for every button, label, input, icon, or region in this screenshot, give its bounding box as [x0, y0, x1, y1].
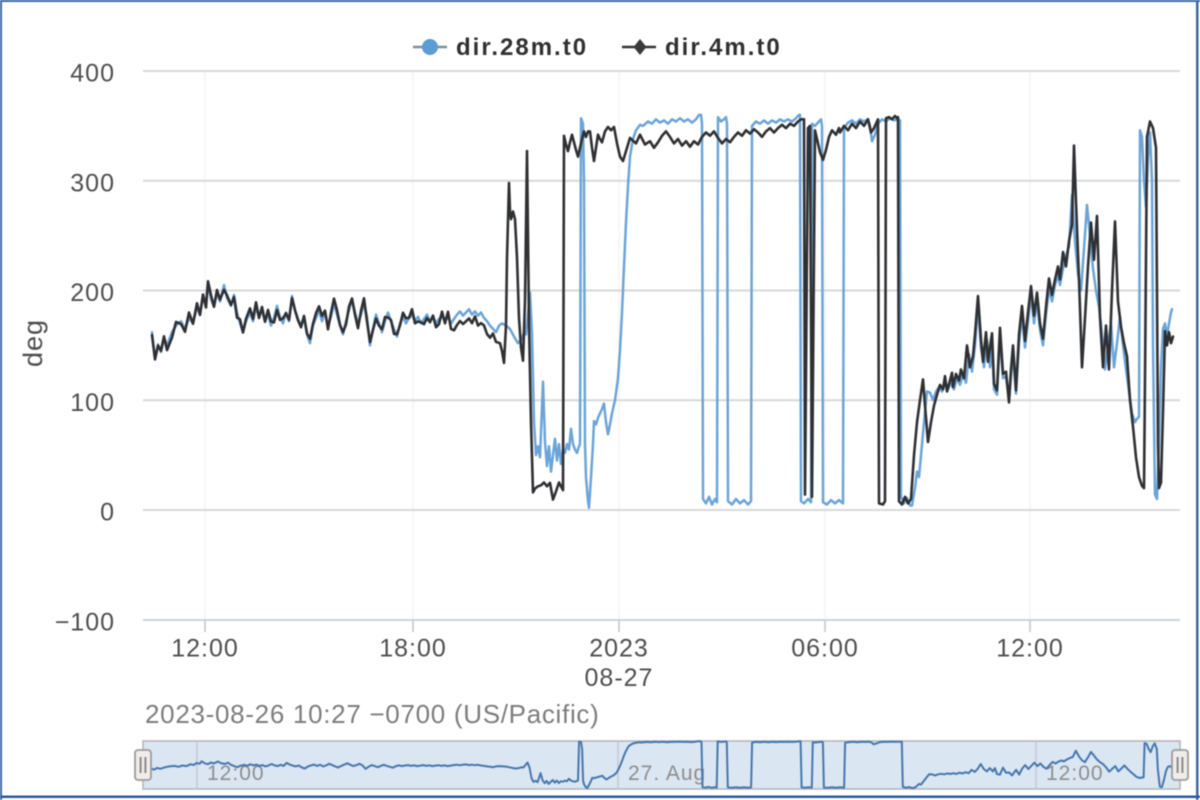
svg-text:dir.28m.t0: dir.28m.t0: [456, 34, 588, 61]
svg-text:12:00: 12:00: [207, 762, 265, 785]
svg-text:2023: 2023: [589, 635, 649, 663]
svg-text:300: 300: [70, 169, 115, 197]
svg-text:18:00: 18:00: [379, 635, 447, 663]
svg-text:2023-08-26 10:27 −0700 (US/Pac: 2023-08-26 10:27 −0700 (US/Pacific): [145, 699, 600, 729]
svg-text:12:00: 12:00: [996, 635, 1064, 663]
svg-text:100: 100: [70, 389, 115, 417]
svg-text:08-27: 08-27: [585, 664, 654, 692]
svg-text:dir.4m.t0: dir.4m.t0: [665, 34, 782, 61]
svg-text:−100: −100: [55, 608, 115, 636]
svg-text:400: 400: [70, 60, 115, 88]
svg-text:06:00: 06:00: [791, 635, 859, 663]
svg-text:12:00: 12:00: [171, 635, 239, 663]
svg-text:12:00: 12:00: [1046, 762, 1104, 785]
svg-text:27. Aug: 27. Aug: [628, 762, 706, 785]
svg-text:200: 200: [70, 279, 115, 307]
svg-text:0: 0: [100, 499, 115, 527]
svg-text:deg: deg: [18, 319, 48, 367]
